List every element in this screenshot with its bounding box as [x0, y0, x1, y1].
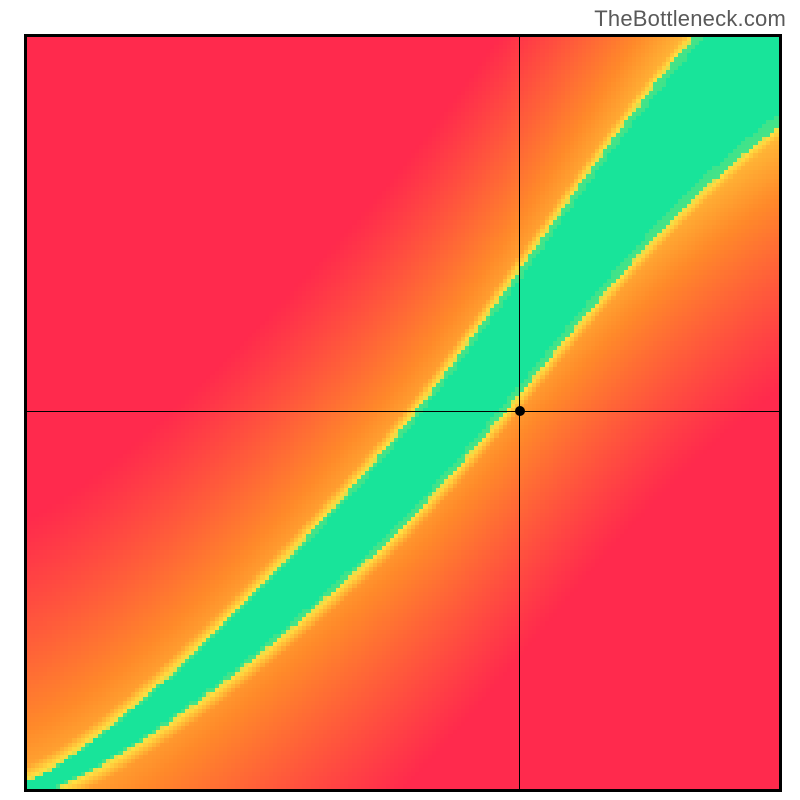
root: { "watermark": { "text": "TheBottleneck.…	[0, 0, 800, 800]
heatmap-area	[27, 37, 779, 789]
watermark-text: TheBottleneck.com	[594, 6, 786, 32]
heatmap-canvas	[27, 37, 779, 789]
crosshair-marker	[515, 406, 525, 416]
crosshair-horizontal	[27, 411, 779, 412]
